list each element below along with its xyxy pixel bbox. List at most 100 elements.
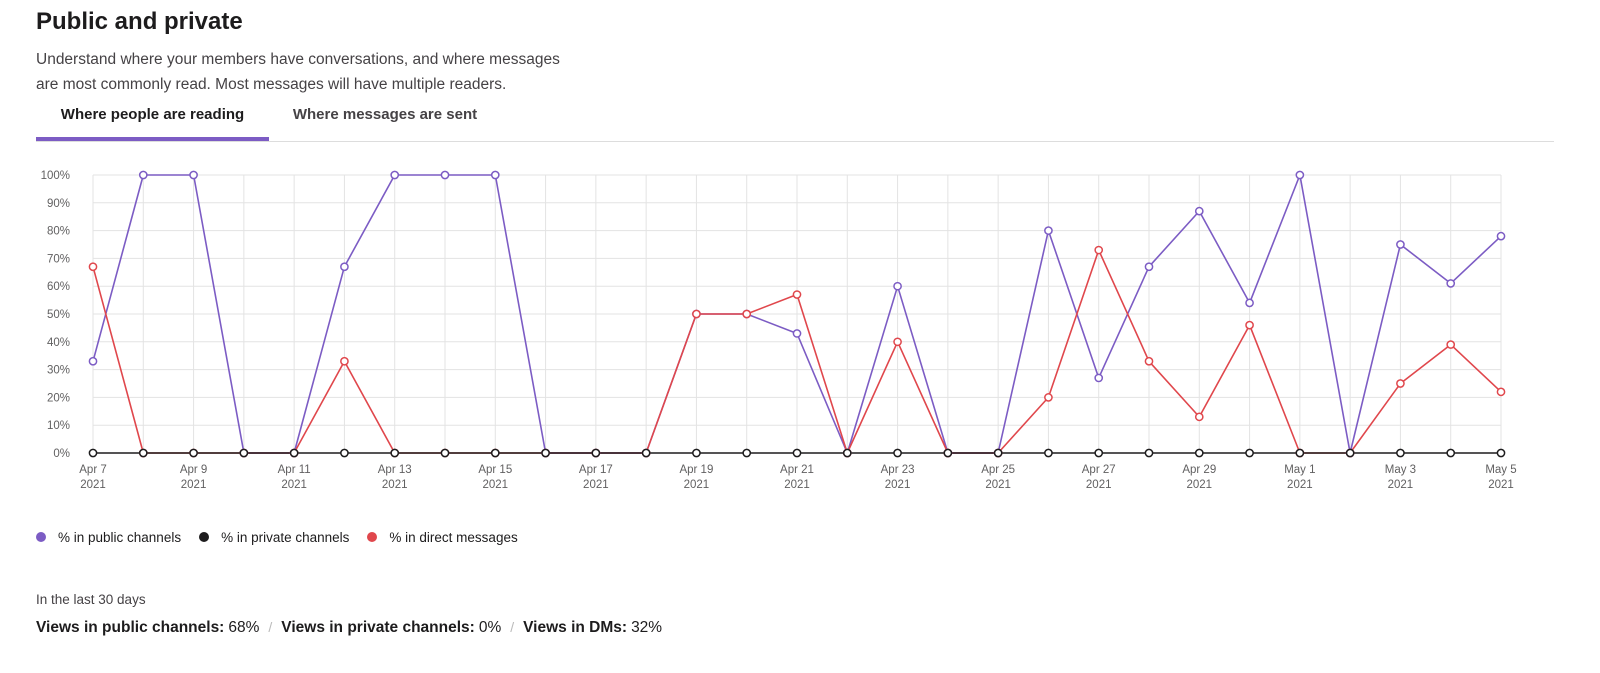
x-tick-year-label: 2021 [583,479,609,491]
x-tick-label: Apr 9 [180,464,208,476]
chart-legend: % in public channels % in private channe… [36,526,536,548]
series-point-2 [1446,340,1456,349]
series-point-1 [88,448,98,458]
series-point-2 [88,262,98,272]
stat-separator: / [510,619,515,635]
series-point-0 [792,329,802,338]
x-tick-year-label: 2021 [885,479,911,491]
stat-dms-label: Views in DMs: [523,619,628,636]
series-point-1 [490,448,500,458]
series-point-0 [189,170,198,180]
x-tick-year-label: 2021 [684,479,710,491]
series-point-2 [1496,387,1506,397]
legend-item-direct[interactable]: % in direct messages [367,529,518,545]
x-tick-year-label: 2021 [281,479,307,491]
x-tick-year-label: 2021 [784,479,810,491]
legend-label-public: % in public channels [58,529,182,545]
y-tick-label: 40% [47,337,70,349]
stat-private-value: 0% [478,619,502,636]
series-point-1 [1345,448,1355,458]
series-point-2 [1396,379,1405,388]
x-tick-label: Apr 11 [278,464,311,476]
legend-item-public[interactable]: % in public channels [36,530,181,545]
series-point-0 [1245,298,1254,308]
series-point-0 [340,262,349,272]
series-point-1 [943,448,953,458]
y-tick-label: 60% [47,281,70,293]
series-point-2 [692,309,701,319]
y-tick-label: 20% [47,392,70,404]
period-label: In the last 30 days [36,592,146,607]
series-point-2 [340,356,349,366]
series-point-0 [1446,279,1456,288]
series-point-1 [541,448,550,458]
series-point-1 [189,448,198,458]
legend-dot-direct [367,532,378,542]
x-tick-label: Apr 21 [780,464,814,476]
page-description: Understand where your members have conve… [36,47,636,97]
x-tick-year-label: 2021 [1186,479,1212,491]
series-point-2 [1094,245,1104,255]
series-point-0 [88,356,98,366]
description-line-1: Understand where your members have conve… [36,51,560,68]
series-point-1 [1044,448,1053,458]
stat-dms-value: 32% [631,619,663,636]
series-point-0 [893,281,902,291]
x-tick-year-label: 2021 [482,479,508,491]
series-point-1 [1446,448,1456,458]
x-tick-label: Apr 15 [478,464,512,476]
series-point-1 [792,448,802,458]
legend-dot-public [36,532,46,542]
x-tick-year-label: 2021 [985,479,1011,491]
legend-label-direct: % in direct messages [389,529,518,545]
series-point-2 [1194,412,1204,422]
y-tick-label: 10% [47,420,70,432]
series-point-0 [1194,206,1204,216]
x-tick-label: May 5 [1485,464,1516,476]
x-tick-year-label: 2021 [1287,479,1313,491]
series-point-0 [1044,226,1053,235]
series-point-0 [138,170,148,180]
y-tick-label: 100% [41,170,70,182]
series-point-1 [1245,448,1254,458]
tab-where-messages-are-sent[interactable]: Where messages are sent [292,106,478,123]
legend-item-private[interactable]: % in private channels [199,530,349,545]
x-tick-label: Apr 13 [378,464,412,476]
series-point-0 [390,170,400,180]
x-tick-label: Apr 27 [1082,464,1116,476]
series-point-1 [591,448,601,458]
series-point-1 [692,448,701,458]
series-point-1 [289,448,299,458]
series-point-2 [1144,356,1154,366]
series-point-1 [340,448,349,458]
y-tick-label: 0% [53,448,70,460]
series-point-1 [239,448,249,458]
x-tick-label: Apr 25 [981,464,1015,476]
series-point-1 [138,448,148,458]
legend-dot-private [199,532,210,542]
x-tick-year-label: 2021 [181,479,207,491]
series-point-1 [1194,448,1204,458]
y-tick-label: 80% [47,226,70,238]
series-point-2 [1044,393,1053,402]
stat-private-label: Views in private channels: [281,619,475,636]
stat-separator: / [268,619,273,635]
description-line-2: are most commonly read. Most messages wi… [36,76,507,93]
series-point-1 [440,448,450,458]
series-point-1 [842,448,852,458]
series-point-1 [390,448,400,458]
series-point-2 [792,290,802,299]
stat-public-label: Views in public channels: [36,619,225,636]
stat-public-value: 68% [228,619,260,636]
series-point-2 [893,337,902,347]
series-point-1 [1496,448,1506,458]
series-point-0 [1094,373,1104,383]
y-tick-label: 30% [47,365,70,377]
tab-where-people-are-reading[interactable]: Where people are reading [36,103,269,141]
series-point-0 [1396,240,1405,249]
y-tick-label: 90% [47,198,70,210]
x-tick-label: Apr 29 [1182,464,1216,476]
tab-bar: Where people are reading Where messages … [36,103,1554,142]
series-point-2 [742,309,752,319]
